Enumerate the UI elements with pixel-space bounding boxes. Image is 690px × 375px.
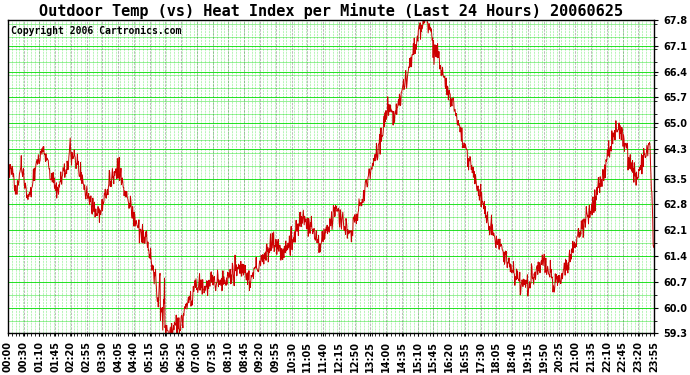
Title: Outdoor Temp (vs) Heat Index per Minute (Last 24 Hours) 20060625: Outdoor Temp (vs) Heat Index per Minute … xyxy=(39,3,623,19)
Text: Copyright 2006 Cartronics.com: Copyright 2006 Cartronics.com xyxy=(11,26,181,36)
